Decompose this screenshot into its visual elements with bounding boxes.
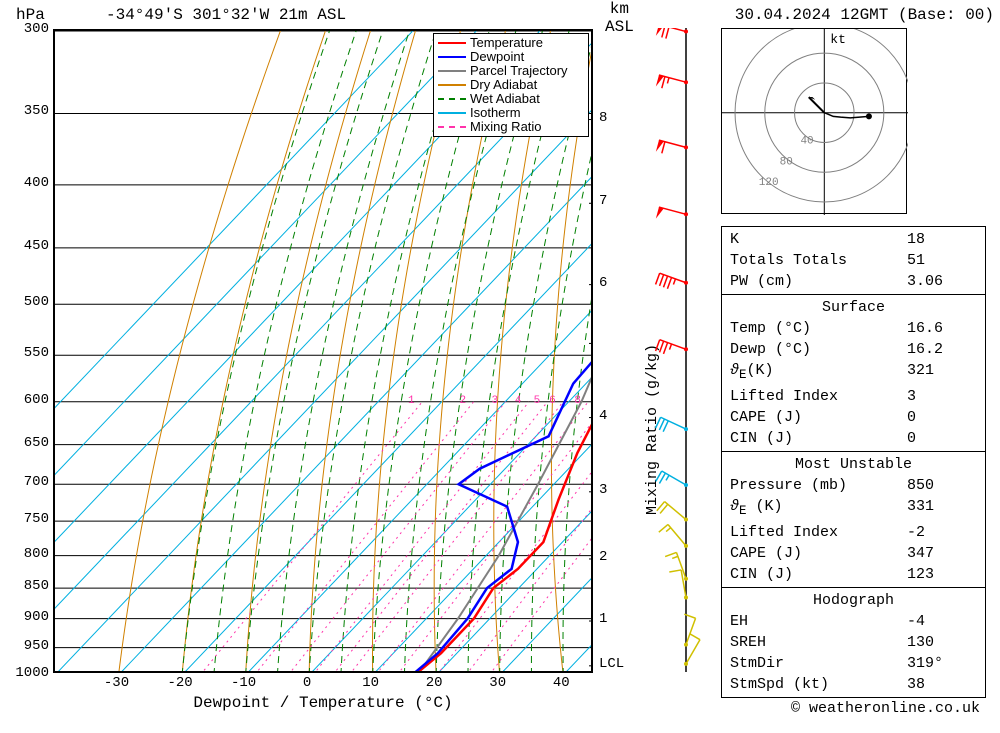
sfc-thetae-value: 321	[907, 360, 977, 386]
p-tick-label: 850	[9, 578, 49, 594]
p-tick-label: 350	[9, 103, 49, 119]
p-tick-label: 800	[9, 546, 49, 562]
mixing-ratio-label: 6	[549, 395, 556, 407]
mixing-ratio-label: 5	[534, 395, 541, 407]
tt-value: 51	[907, 250, 977, 271]
stmspd-value: 38	[907, 674, 977, 695]
sfc-li-label: Lifted Index	[730, 386, 838, 407]
p-tick-label: 300	[9, 21, 49, 37]
datetime-header: 30.04.2024 12GMT (Base: 00)	[735, 6, 994, 24]
legend-label: Isotherm	[470, 106, 521, 120]
sfc-cape-label: CAPE (J)	[730, 407, 802, 428]
sfc-thetae-label: ϑE(K)	[730, 360, 774, 386]
sreh-label: SREH	[730, 632, 766, 653]
tt-label: Totals Totals	[730, 250, 847, 271]
eh-value: -4	[907, 611, 977, 632]
legend-label: Parcel Trajectory	[470, 64, 568, 78]
surface-header: Surface	[730, 297, 977, 318]
legend-label: Dewpoint	[470, 50, 524, 64]
mixing-ratio-label: 2	[460, 395, 467, 407]
hodo-header: Hodograph	[730, 590, 977, 611]
mu-cape-value: 347	[907, 543, 977, 564]
mu-thetae-label: ϑE (K)	[730, 496, 783, 522]
p-tick-label: 500	[9, 294, 49, 310]
mu-cin-label: CIN (J)	[730, 564, 793, 585]
sfc-dewp-label: Dewp (°C)	[730, 339, 811, 360]
t-tick-label: -10	[219, 675, 269, 691]
sfc-li-value: 3	[907, 386, 977, 407]
legend-label: Mixing Ratio	[470, 120, 542, 134]
mu-li-value: -2	[907, 522, 977, 543]
right-axis-unit: km ASL	[605, 0, 634, 36]
t-tick-label: 30	[473, 675, 523, 691]
mu-pressure-value: 850	[907, 475, 977, 496]
p-tick-label: 900	[9, 609, 49, 625]
km-tick-label: 1	[599, 611, 629, 627]
eh-label: EH	[730, 611, 748, 632]
t-tick-label: -30	[92, 675, 142, 691]
wind-barb-axis	[646, 28, 726, 678]
p-tick-label: 700	[9, 474, 49, 490]
mixing-ratio-label: 1	[408, 395, 415, 407]
sfc-cin-label: CIN (J)	[730, 428, 793, 449]
t-tick-label: 0	[282, 675, 332, 691]
stmspd-label: StmSpd (kt)	[730, 674, 829, 695]
km-tick-label: 2	[599, 549, 629, 565]
sfc-dewp-value: 16.2	[907, 339, 977, 360]
t-tick-label: 20	[409, 675, 459, 691]
t-tick-label: 10	[346, 675, 396, 691]
km-tick-label: 8	[599, 110, 629, 126]
legend-label: Temperature	[470, 36, 543, 50]
mu-cape-label: CAPE (J)	[730, 543, 802, 564]
mixing-ratio-label: 4	[515, 395, 522, 407]
mu-header: Most Unstable	[730, 454, 977, 475]
credit-text: © weatheronline.co.uk	[791, 700, 980, 717]
mu-li-label: Lifted Index	[730, 522, 838, 543]
mixing-ratio-label: 3	[491, 395, 498, 407]
p-tick-label: 1000	[9, 665, 49, 681]
km-tick-label: 4	[599, 408, 629, 424]
k-label: K	[730, 229, 739, 250]
p-tick-label: 750	[9, 511, 49, 527]
stmdir-label: StmDir	[730, 653, 784, 674]
pw-value: 3.06	[907, 271, 977, 292]
mu-pressure-label: Pressure (mb)	[730, 475, 847, 496]
mixing-ratio-label: 8	[574, 395, 581, 407]
location-header: -34°49'S 301°32'W 21m ASL	[106, 6, 346, 24]
mu-thetae-value: 331	[907, 496, 977, 522]
t-tick-label: -20	[155, 675, 205, 691]
hodograph-inset: 40 80120 kt	[721, 28, 907, 214]
p-tick-label: 650	[9, 435, 49, 451]
t-tick-label: 40	[536, 675, 586, 691]
km-tick-label: LCL	[599, 656, 629, 672]
sfc-cin-value: 0	[907, 428, 977, 449]
p-tick-label: 450	[9, 238, 49, 254]
km-tick-label: 6	[599, 275, 629, 291]
km-tick-label: 3	[599, 482, 629, 498]
x-axis-label: Dewpoint / Temperature (°C)	[53, 694, 593, 712]
mu-cin-value: 123	[907, 564, 977, 585]
pw-label: PW (cm)	[730, 271, 793, 292]
svg-text:120: 120	[759, 177, 779, 189]
k-value: 18	[907, 229, 977, 250]
sfc-temp-value: 16.6	[907, 318, 977, 339]
legend-label: Dry Adiabat	[470, 78, 537, 92]
km-tick-label: 7	[599, 193, 629, 209]
sfc-cape-value: 0	[907, 407, 977, 428]
p-tick-label: 400	[9, 175, 49, 191]
indices-table: K 18 Totals Totals 51 PW (cm) 3.06 Surfa…	[721, 226, 986, 698]
stmdir-value: 319°	[907, 653, 977, 674]
legend-label: Wet Adiabat	[470, 92, 540, 106]
sreh-value: 130	[907, 632, 977, 653]
p-tick-label: 600	[9, 392, 49, 408]
p-tick-label: 550	[9, 345, 49, 361]
sfc-temp-label: Temp (°C)	[730, 318, 811, 339]
svg-text:kt: kt	[830, 32, 846, 47]
svg-text:40: 40	[800, 136, 813, 148]
p-tick-label: 950	[9, 638, 49, 654]
svg-text:80: 80	[780, 156, 793, 168]
legend: TemperatureDewpointParcel TrajectoryDry …	[433, 33, 589, 137]
